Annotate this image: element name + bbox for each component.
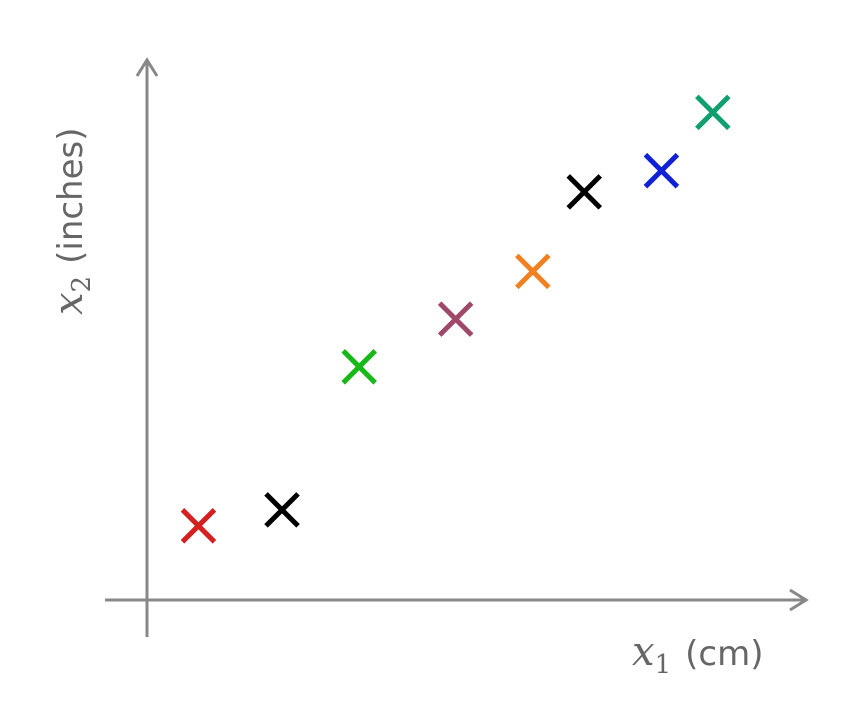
point [515,253,551,290]
x-label-unit: (cm) [685,634,763,674]
point [264,492,300,528]
y-axis-label: x2 (inches) [46,127,97,315]
point [341,349,377,385]
y-label-variable: x [46,292,92,315]
y-axis-arrow [135,57,159,77]
point [643,152,680,189]
point [695,94,731,131]
point [566,174,603,210]
x-axis-arrow [789,588,809,612]
y-label-unit: (inches) [51,127,91,263]
point [180,508,217,544]
x-axis-label: x1 (cm) [632,629,763,680]
point [437,301,474,337]
x-label-subscript: 1 [655,650,672,680]
x-label-variable: x [632,629,655,675]
y-label-subscript: 2 [67,276,97,293]
